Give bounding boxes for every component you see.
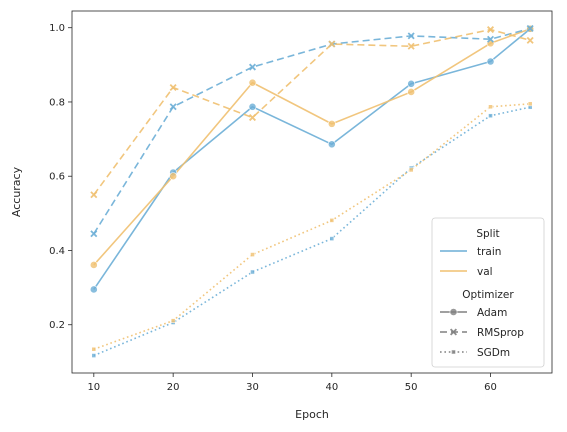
y-tick-label: 0.8	[49, 97, 65, 108]
x-tick-label: 40	[325, 382, 338, 393]
legend: Split train val Optimizer Adam RMSprop SGDm	[431, 217, 545, 368]
legend-label-sgdm: SGDm	[477, 347, 510, 359]
data-point-train-rmsprop	[407, 32, 415, 40]
data-point-val-rmsprop	[169, 83, 177, 92]
y-tick-label: 0.4	[49, 246, 65, 257]
data-point-val-sgdm	[329, 218, 335, 223]
legend-marker-sgdm	[451, 349, 456, 355]
data-point-train-adam	[407, 79, 416, 88]
legend-optimizer-entries: Adam RMSprop SGDm	[440, 307, 524, 359]
legend-label-train: train	[477, 246, 501, 258]
legend-marker-rmsprop	[449, 328, 458, 336]
data-point-train-rmsprop	[526, 24, 534, 32]
plot-area-frame	[71, 10, 553, 374]
x-tick-label: 30	[246, 382, 259, 393]
data-point-train-adam	[89, 285, 98, 294]
legend-marker-adam	[449, 308, 458, 316]
data-point-val-sgdm	[170, 318, 176, 323]
data-point-train-sgdm	[488, 113, 493, 118]
data-point-val-adam	[89, 261, 98, 269]
data-point-val-sgdm	[488, 104, 493, 110]
y-tick-label: 0.2	[49, 320, 65, 331]
x-tick-label: 20	[167, 382, 180, 393]
data-point-val-adam	[407, 88, 416, 96]
data-point-val-sgdm	[408, 167, 414, 173]
legend-title-optimizer: Optimizer	[462, 289, 514, 301]
y-axis: 0.2 0.4 0.6 0.8 1.0	[49, 23, 72, 331]
data-point-val-adam	[169, 172, 178, 181]
plot-markers	[89, 24, 535, 358]
x-axis: 10 20 30 40 50 60	[87, 373, 497, 393]
y-tick-label: 1.0	[49, 23, 65, 34]
data-point-val-rmsprop	[486, 26, 495, 34]
x-tick-label: 60	[484, 382, 497, 393]
legend-title-split: Split	[476, 228, 499, 240]
data-point-train-adam	[248, 102, 257, 111]
data-point-val-rmsprop	[328, 40, 336, 48]
data-point-train-sgdm	[329, 236, 335, 241]
data-point-val-sgdm	[250, 252, 255, 257]
data-point-val-adam	[248, 78, 257, 87]
data-point-val-rmsprop	[526, 36, 534, 44]
x-tick-label: 50	[405, 382, 418, 393]
y-tick-label: 0.6	[49, 172, 65, 183]
data-point-val-rmsprop	[90, 191, 98, 199]
data-point-train-rmsprop	[486, 35, 495, 43]
data-point-val-rmsprop	[248, 114, 257, 122]
legend-label-rmsprop: RMSprop	[477, 327, 524, 339]
data-point-val-adam	[327, 119, 336, 128]
data-point-train-sgdm	[91, 353, 97, 358]
x-axis-label: Epoch	[295, 408, 329, 421]
data-point-val-rmsprop	[407, 42, 415, 50]
legend-label-adam: Adam	[477, 307, 507, 319]
data-point-train-rmsprop	[169, 103, 177, 111]
data-point-train-sgdm	[250, 269, 255, 275]
data-point-train-adam	[327, 140, 336, 149]
data-point-val-sgdm	[527, 101, 533, 107]
x-tick-label: 10	[87, 382, 100, 393]
legend-split-entries: train val	[440, 246, 501, 278]
data-point-train-rmsprop	[90, 230, 98, 238]
legend-box	[431, 217, 545, 368]
data-point-train-adam	[486, 57, 495, 66]
data-point-val-sgdm	[91, 346, 97, 352]
y-axis-label: Accuracy	[10, 166, 23, 217]
series-line-val-rmsprop	[93, 28, 531, 196]
data-point-train-rmsprop	[248, 63, 257, 71]
legend-label-val: val	[477, 266, 493, 278]
